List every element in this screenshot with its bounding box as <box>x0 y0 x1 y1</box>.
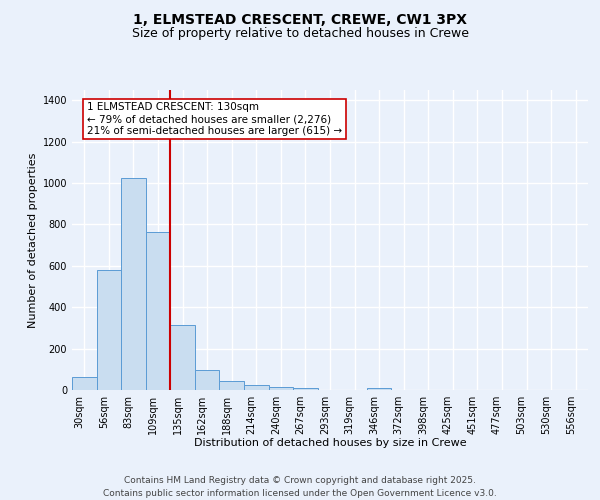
X-axis label: Distribution of detached houses by size in Crewe: Distribution of detached houses by size … <box>194 438 466 448</box>
Bar <box>244 386 269 390</box>
Bar <box>269 387 293 390</box>
Text: 1 ELMSTEAD CRESCENT: 130sqm
← 79% of detached houses are smaller (2,276)
21% of : 1 ELMSTEAD CRESCENT: 130sqm ← 79% of det… <box>87 102 342 136</box>
Bar <box>72 376 97 390</box>
Text: 1, ELMSTEAD CRESCENT, CREWE, CW1 3PX: 1, ELMSTEAD CRESCENT, CREWE, CW1 3PX <box>133 12 467 26</box>
Bar <box>146 232 170 390</box>
Bar <box>170 325 195 390</box>
Bar <box>367 388 391 390</box>
Bar <box>195 370 220 390</box>
Bar <box>97 270 121 390</box>
Y-axis label: Number of detached properties: Number of detached properties <box>28 152 38 328</box>
Bar <box>220 380 244 390</box>
Bar <box>293 388 318 390</box>
Bar <box>121 178 146 390</box>
Text: Contains HM Land Registry data © Crown copyright and database right 2025.
Contai: Contains HM Land Registry data © Crown c… <box>103 476 497 498</box>
Text: Size of property relative to detached houses in Crewe: Size of property relative to detached ho… <box>131 28 469 40</box>
